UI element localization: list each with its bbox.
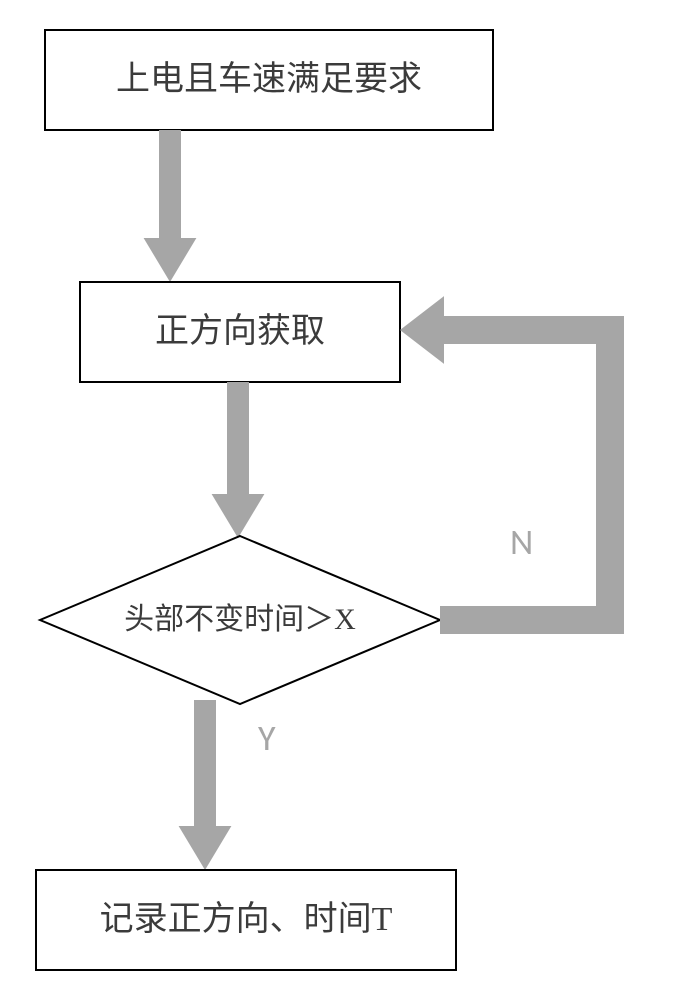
flowchart-canvas: 上电且车速满足要求 正方向获取 头部不变时间＞X Y N 记录正方向、时间T [0,0,683,1000]
acquire-node-label: 正方向获取 [155,312,325,350]
decision-node-label: 头部不变时间＞X [124,603,356,636]
arrow-decision-no-loop [400,296,624,634]
record-node-label: 记录正方向、时间T [100,900,393,938]
arrow-acquire-to-decision [212,382,265,538]
label-no: N [510,520,533,564]
label-yes: Y [258,716,276,760]
start-node-label: 上电且车速满足要求 [116,60,422,98]
arrow-start-to-acquire [144,130,197,282]
arrow-decision-yes [179,700,232,870]
